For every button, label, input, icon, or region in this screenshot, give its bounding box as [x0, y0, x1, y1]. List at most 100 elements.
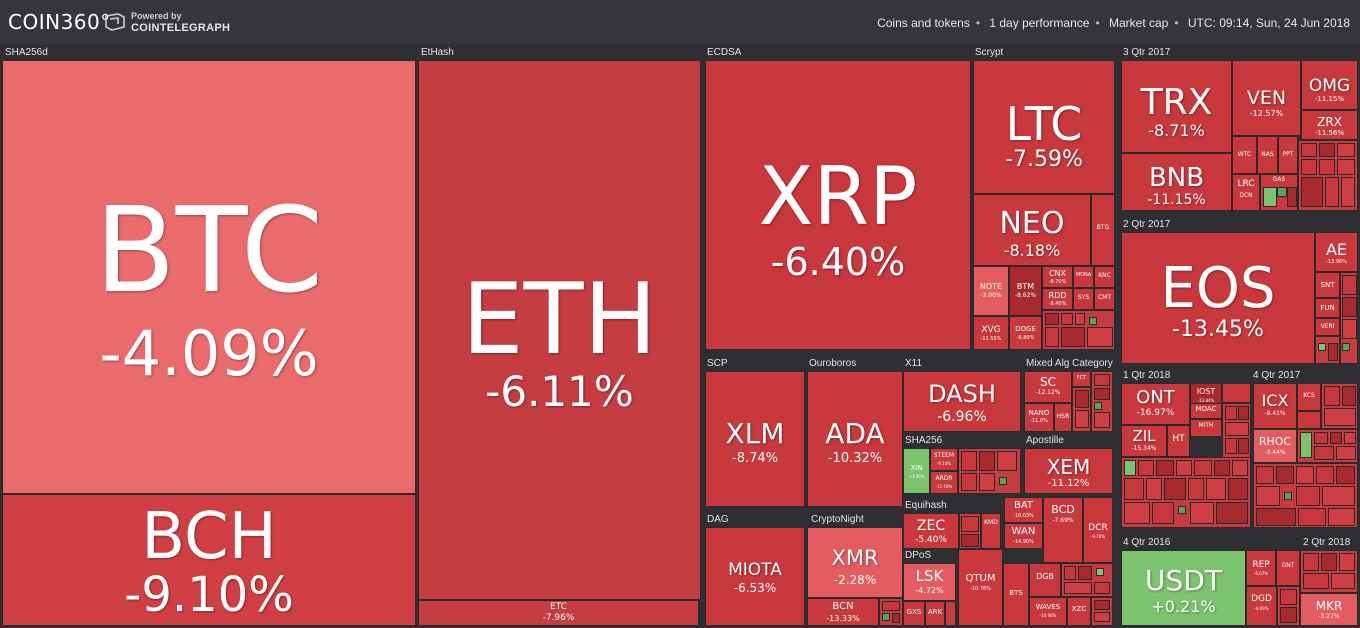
- tile-steem[interactable]: STEEM -9.14%: [930, 448, 958, 471]
- tile-wan[interactable]: WAN -14.90%: [1004, 523, 1043, 549]
- tile-bcn[interactable]: BCN -13.33%: [807, 598, 879, 626]
- tile-q1-2018-corner[interactable]: [1222, 383, 1251, 403]
- tile-xrp[interactable]: XRP -6.40%: [705, 60, 971, 350]
- tile-usdt[interactable]: USDT +0.21%: [1121, 550, 1246, 626]
- mini-tile[interactable]: [1330, 432, 1342, 444]
- tile-btc[interactable]: BTC -4.09%: [2, 60, 416, 494]
- tile-veri[interactable]: VERI: [1315, 318, 1340, 336]
- mini-tile[interactable]: [1301, 177, 1323, 207]
- tile-xin[interactable]: XIN +1.40%: [903, 448, 930, 494]
- tile-ltc[interactable]: LTC -7.59%: [973, 60, 1115, 194]
- mini-tile[interactable]: [1301, 159, 1317, 175]
- mini-tile[interactable]: [1339, 553, 1355, 571]
- tile-waves[interactable]: WAVES -10.96%: [1029, 597, 1067, 626]
- mini-tile[interactable]: [1328, 508, 1355, 526]
- mini-tile[interactable]: [1156, 460, 1174, 476]
- menu-coins-tokens[interactable]: Coins and tokens: [877, 16, 970, 30]
- tile-rhoc[interactable]: RHOC -3.44%: [1253, 429, 1297, 463]
- mini-tile[interactable]: [1190, 502, 1214, 524]
- mini-tile[interactable]: [1314, 446, 1334, 460]
- tile-xvg[interactable]: XVG -11.55%: [973, 316, 1009, 350]
- mini-tile[interactable]: [1284, 492, 1292, 500]
- mini-tile[interactable]: [1280, 589, 1297, 605]
- mini-tile[interactable]: [1206, 478, 1226, 500]
- mini-tile[interactable]: [979, 451, 995, 471]
- tile-q1-2018-cluster[interactable]: [1121, 457, 1251, 528]
- tile-q4-2017-mid[interactable]: [1297, 429, 1358, 463]
- tile-mith[interactable]: MITH: [1190, 419, 1222, 437]
- mini-tile[interactable]: [1094, 582, 1110, 594]
- mini-tile[interactable]: [1303, 573, 1329, 589]
- coin360-logo[interactable]: COIN360°: [8, 10, 111, 34]
- mini-tile[interactable]: [1232, 460, 1248, 476]
- tile-wtc[interactable]: WTC: [1232, 136, 1257, 174]
- mini-tile[interactable]: [961, 451, 977, 471]
- tile-q2-2017-side[interactable]: [1340, 272, 1358, 364]
- tile-sys[interactable]: SYS: [1073, 288, 1094, 310]
- tile-q4-2017-side[interactable]: [1321, 383, 1358, 429]
- tile-xlm[interactable]: XLM -8.74%: [705, 371, 805, 507]
- tile-q1-2018-side[interactable]: [1222, 403, 1251, 458]
- mini-tile[interactable]: [999, 477, 1007, 485]
- mini-tile[interactable]: [1256, 508, 1296, 526]
- mini-tile[interactable]: [1324, 408, 1356, 426]
- mini-tile[interactable]: [1325, 177, 1339, 207]
- mini-tile[interactable]: [1331, 573, 1355, 589]
- tile-ae[interactable]: AE -13.96%: [1315, 232, 1358, 272]
- menu-performance[interactable]: 1 day performance: [989, 16, 1090, 30]
- mini-tile[interactable]: [1087, 327, 1113, 347]
- tile-mixed-side[interactable]: [1091, 371, 1113, 432]
- tile-fun[interactable]: FUN: [1315, 298, 1340, 318]
- tile-rep[interactable]: REP -6.07%: [1246, 550, 1276, 586]
- mini-tile[interactable]: [1094, 600, 1110, 610]
- tile-q2-2018-cluster[interactable]: [1300, 550, 1358, 593]
- tile-mkr[interactable]: MKR -3.27%: [1300, 593, 1358, 626]
- tile-icx[interactable]: ICX -9.41%: [1253, 383, 1297, 429]
- mini-tile[interactable]: [1164, 478, 1186, 500]
- tile-omg[interactable]: OMG -11.15%: [1301, 60, 1358, 110]
- tile-gas[interactable]: GAS: [1260, 174, 1298, 211]
- tile-nas[interactable]: NAS: [1257, 136, 1278, 174]
- mini-tile[interactable]: [1276, 466, 1294, 484]
- tile-trx[interactable]: TRX -8.71%: [1121, 60, 1232, 153]
- mini-tile[interactable]: [1094, 612, 1110, 622]
- mini-tile[interactable]: [1228, 478, 1248, 500]
- tile-dgd[interactable]: DGD -6.09%: [1246, 586, 1277, 626]
- tile-snt[interactable]: SNT: [1315, 272, 1340, 298]
- tile-q4-2017-small[interactable]: [1297, 411, 1321, 429]
- mini-tile[interactable]: [1075, 390, 1089, 408]
- mini-tile[interactable]: [1178, 506, 1186, 514]
- mini-tile[interactable]: [1319, 159, 1335, 175]
- mini-tile[interactable]: [1337, 159, 1355, 175]
- mini-tile[interactable]: [882, 613, 890, 621]
- mini-tile[interactable]: [1301, 143, 1317, 157]
- tile-dpos-small[interactable]: [1091, 597, 1113, 626]
- tile-scrypt-small-cluster[interactable]: [1042, 310, 1115, 350]
- tile-doge[interactable]: DOGE -6.80%: [1009, 316, 1042, 350]
- tile-cryptonight-small[interactable]: [879, 598, 903, 626]
- mini-tile[interactable]: [1298, 508, 1326, 526]
- mini-tile[interactable]: [997, 451, 1017, 471]
- tile-q4-2017-cluster[interactable]: [1253, 463, 1358, 528]
- mini-tile[interactable]: [1336, 466, 1355, 484]
- mini-tile[interactable]: [1296, 486, 1320, 506]
- mini-tile[interactable]: [892, 613, 900, 623]
- mini-tile[interactable]: [1094, 374, 1110, 386]
- mini-tile[interactable]: [1061, 327, 1085, 347]
- tile-dcr[interactable]: DCR -9.70%: [1083, 497, 1113, 563]
- tile-zrx[interactable]: ZRX -11.56%: [1301, 110, 1358, 140]
- tile-kcs[interactable]: KCS: [1297, 383, 1321, 411]
- mini-tile[interactable]: [1263, 187, 1277, 207]
- tile-gnt[interactable]: GNT: [1276, 550, 1300, 586]
- tile-qtum[interactable]: QTUM -10.76%: [958, 549, 1003, 626]
- mini-tile[interactable]: [1238, 406, 1249, 420]
- tile-q2-2017-bottom[interactable]: [1315, 336, 1340, 364]
- mini-tile[interactable]: [1341, 177, 1355, 207]
- mini-tile[interactable]: [1045, 327, 1059, 347]
- mini-tile[interactable]: [1075, 313, 1085, 325]
- mini-tile[interactable]: [1124, 478, 1144, 500]
- mini-tile[interactable]: [1316, 466, 1334, 484]
- tile-cmt[interactable]: CMT: [1094, 288, 1115, 310]
- mini-tile[interactable]: [1303, 553, 1319, 571]
- tile-ont[interactable]: ONT -16.97%: [1121, 383, 1190, 425]
